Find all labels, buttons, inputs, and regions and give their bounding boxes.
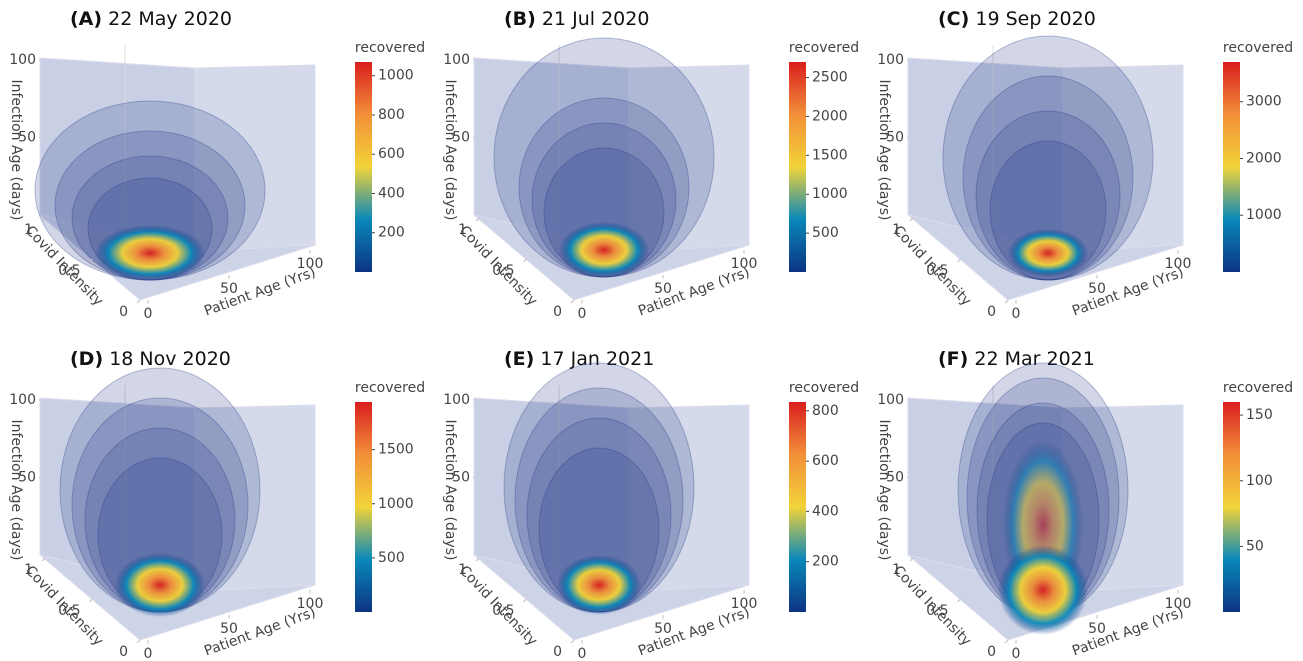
colorbar [789,402,806,612]
y-tick-label: 0 [119,304,128,320]
colorbar-tick-label: 400 [812,503,839,519]
panel-date: 19 Sep 2020 [975,8,1095,30]
z-tick-label: 100 [443,392,470,408]
volume-core [95,225,205,281]
x-tick-label: 0 [1012,646,1021,661]
z-tick-label: 100 [9,392,36,408]
y-tick-mark [524,599,527,602]
panel-label: (C) [938,8,969,30]
colorbar [1223,62,1240,272]
colorbar-tick-label: 3000 [1246,94,1282,110]
colorbar-tick-label: 2000 [1246,150,1282,166]
y-tick-label: 0 [553,644,562,660]
panel-label: (A) [70,8,102,30]
panel-date: 22 May 2020 [108,8,232,30]
panel-title: (D) 18 Nov 2020 [70,348,231,370]
y-tick-mark [90,599,93,602]
volume-core [559,222,649,278]
colorbar-tick-label: 2500 [812,70,848,86]
volume-core [557,555,641,615]
colorbar-tick-label: 1000 [378,496,414,512]
x-tick-label: 0 [144,306,153,322]
y-tick-label: 0 [119,644,128,660]
colorbar-title: recovered [789,380,859,396]
x-tick-label: 0 [578,306,587,322]
x-tick-label: 0 [144,646,153,661]
y-tick-mark [571,640,574,643]
volume-core [115,553,205,617]
colorbar-tick-label: 50 [1246,538,1264,554]
colorbar-tick-label: 600 [378,146,405,162]
colorbar-tick-label: 150 [1246,407,1273,423]
colorbar-tick-label: 2000 [812,108,848,124]
colorbar-tick-label: 100 [1246,473,1273,489]
panel: (E) 17 Jan 202105010000.5150100Patient A… [442,348,859,661]
y-tick-mark [137,300,140,303]
z-axis-title: Infection Age (days) [442,79,458,220]
colorbar-title: recovered [1223,380,1293,396]
panel-title: (F) 22 Mar 2021 [938,348,1095,370]
panel: (A) 22 May 202005010000.5150100Patient A… [8,8,425,323]
colorbar [789,62,806,272]
z-tick-label: 100 [877,52,904,68]
z-axis-title: Infection Age (days) [8,79,24,220]
colorbar-tick-label: 400 [378,185,405,201]
colorbar [355,402,372,612]
colorbar-tick-label: 1500 [378,442,414,458]
colorbar-title: recovered [789,40,859,56]
panel-label: (F) [938,348,968,370]
x-tick-label: 0 [1012,306,1021,322]
panel-date: 18 Nov 2020 [109,348,231,370]
colorbar-tick-label: 500 [812,225,839,241]
panel-title: (C) 19 Sep 2020 [938,8,1096,30]
y-tick-label: 0 [553,304,562,320]
z-axis-title: Infection Age (days) [876,79,892,220]
z-tick-label: 100 [9,52,36,68]
volume-core [1008,229,1088,277]
colorbar-tick-label: 500 [378,550,405,566]
colorbar-tick-label: 800 [378,107,405,123]
z-axis-title: Infection Age (days) [8,419,24,560]
panel-label: (E) [504,348,534,370]
z-axis-title: Infection Age (days) [876,419,892,560]
z-axis-title: Infection Age (days) [442,419,458,560]
colorbar-tick-label: 200 [378,225,405,241]
panel-date: 21 Jul 2020 [542,8,650,30]
colorbar-tick-label: 1000 [1246,207,1282,223]
y-tick-mark [571,300,574,303]
x-tick-label: 0 [578,646,587,661]
y-tick-mark [958,599,961,602]
panel: (B) 21 Jul 202005010000.5150100Patient A… [442,8,859,323]
colorbar [355,62,372,272]
colorbar-tick-label: 200 [812,554,839,570]
y-tick-mark [137,640,140,643]
colorbar-title: recovered [1223,40,1293,56]
colorbar-title: recovered [355,380,425,396]
colorbar-tick-label: 1000 [378,68,414,84]
colorbar [1223,402,1240,612]
y-tick-label: 0 [987,304,996,320]
y-tick-mark [524,259,527,262]
colorbar-tick-label: 600 [812,453,839,469]
colorbar-tick-label: 800 [812,403,839,419]
y-tick-mark [1005,300,1008,303]
y-tick-label: 0 [987,644,996,660]
volume-core [998,545,1088,635]
colorbar-tick-label: 1000 [812,186,848,202]
z-tick-label: 100 [877,392,904,408]
colorbar-tick-label: 1500 [812,147,848,163]
y-tick-mark [958,259,961,262]
panel-title: (A) 22 May 2020 [70,8,232,30]
y-tick-mark [1005,640,1008,643]
colorbar-title: recovered [355,40,425,56]
panel-title: (B) 21 Jul 2020 [504,8,649,30]
panel-label: (B) [504,8,536,30]
panel-label: (D) [70,348,103,370]
z-tick-label: 100 [443,52,470,68]
figure: (A) 22 May 202005010000.5150100Patient A… [0,0,1303,661]
